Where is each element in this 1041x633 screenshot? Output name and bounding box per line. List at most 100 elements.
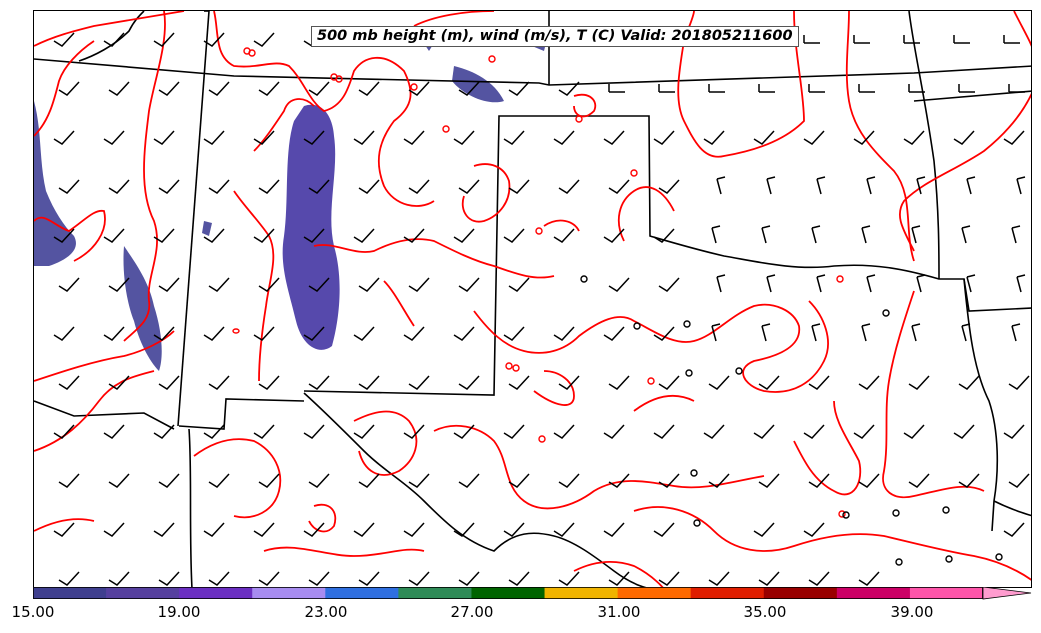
calm-marker [945, 555, 953, 563]
wind-barb [803, 35, 820, 44]
contour-33 [34, 518, 95, 532]
shaded-patch-central [282, 104, 340, 350]
wind-barb [608, 375, 630, 390]
wind-barb [608, 571, 630, 586]
ring [442, 125, 450, 133]
contour-11 [383, 280, 415, 327]
wind-barb [953, 35, 970, 44]
wind-barb [303, 424, 325, 439]
wind-barb [803, 522, 825, 537]
map-title: 500 mb height (m), wind (m/s), T (C) Val… [311, 26, 799, 47]
wind-barb [553, 228, 575, 243]
wind-barb [1011, 225, 1021, 244]
wind-barb [766, 274, 776, 293]
wind-barb [653, 130, 675, 145]
wind-barb [503, 228, 525, 243]
wind-barb [108, 277, 130, 292]
shaded-patch-west [34, 101, 76, 266]
wind-barb [103, 326, 125, 341]
wind-barb [703, 424, 725, 439]
wind-barb [353, 228, 375, 243]
contour-17 [573, 93, 597, 118]
wind-barb [108, 473, 130, 488]
wind-barb [153, 522, 175, 537]
contour-12 [473, 300, 829, 393]
contour-28 [308, 503, 337, 533]
wind-barb [858, 571, 880, 586]
wind-barb [853, 35, 870, 44]
wind-barb [1003, 130, 1025, 145]
wind-barb [58, 277, 80, 292]
shaded-patch-small [202, 221, 212, 236]
wind-barb [653, 424, 675, 439]
wind-barb [808, 571, 830, 586]
wind-barb [658, 473, 680, 488]
wind-barb [808, 84, 825, 93]
calm-marker [633, 322, 641, 330]
wind-barb [953, 424, 975, 439]
wind-barb [858, 84, 875, 93]
wind-barb [766, 176, 776, 195]
wind-barb [858, 375, 880, 390]
wind-barb [903, 130, 925, 145]
wind-barb [608, 84, 625, 93]
wind-barb [458, 473, 480, 488]
wind-barb [508, 179, 530, 194]
calm-marker [683, 320, 691, 328]
calm-marker [580, 275, 588, 283]
calm-marker [690, 469, 698, 477]
wind-barb [653, 326, 675, 341]
colorbar-segment [106, 587, 180, 599]
wind-barb [358, 571, 380, 586]
wind-barb [503, 130, 525, 145]
wind-barb [603, 522, 625, 537]
wind-barb [358, 179, 380, 194]
wind-barb [158, 375, 180, 390]
wind-barb [703, 130, 725, 145]
contour-22 [1013, 11, 1031, 47]
contour-9 [233, 190, 275, 382]
colorbar-segment [690, 587, 765, 599]
wind-barb [203, 326, 225, 341]
wind-barb [1003, 522, 1025, 537]
wind-barb [508, 571, 530, 586]
calm-marker [735, 367, 743, 375]
border-ok-east [908, 11, 940, 280]
contour-21 [899, 93, 1031, 252]
wind-barb [208, 571, 230, 586]
wind-barb [803, 130, 825, 145]
wind-barb [108, 179, 130, 194]
wind-barb [258, 375, 280, 390]
colorbar-border [33, 587, 983, 599]
ring [232, 328, 240, 334]
wind-barb [103, 228, 125, 243]
wind-barb [453, 130, 475, 145]
wind-barb [308, 571, 330, 586]
wind-barb [458, 375, 480, 390]
contour-31 [263, 546, 425, 557]
wind-barb [403, 228, 425, 243]
wind-barb [853, 424, 875, 439]
colorbar [33, 587, 1032, 600]
wind-barb [753, 130, 775, 145]
wind-barb [408, 375, 430, 390]
wind-barb [608, 277, 630, 292]
map-canvas [34, 11, 1031, 587]
contour-27 [193, 438, 282, 519]
colorbar-tick-label: 31.00 [597, 603, 641, 621]
wind-barb [458, 571, 480, 586]
state-boundaries [34, 11, 1031, 587]
wind-barb [203, 522, 225, 537]
wind-barb [353, 424, 375, 439]
wind-barb [508, 81, 530, 96]
wind-barb [208, 179, 230, 194]
wind-barb [808, 473, 830, 488]
wind-barb [603, 130, 625, 145]
ring [512, 364, 520, 372]
wind-barb [258, 277, 280, 292]
wind-barb [658, 179, 680, 194]
wind-barbs [53, 32, 1030, 586]
wind-barb [308, 277, 330, 292]
wind-barb [811, 225, 821, 244]
wind-barb [1008, 375, 1030, 390]
